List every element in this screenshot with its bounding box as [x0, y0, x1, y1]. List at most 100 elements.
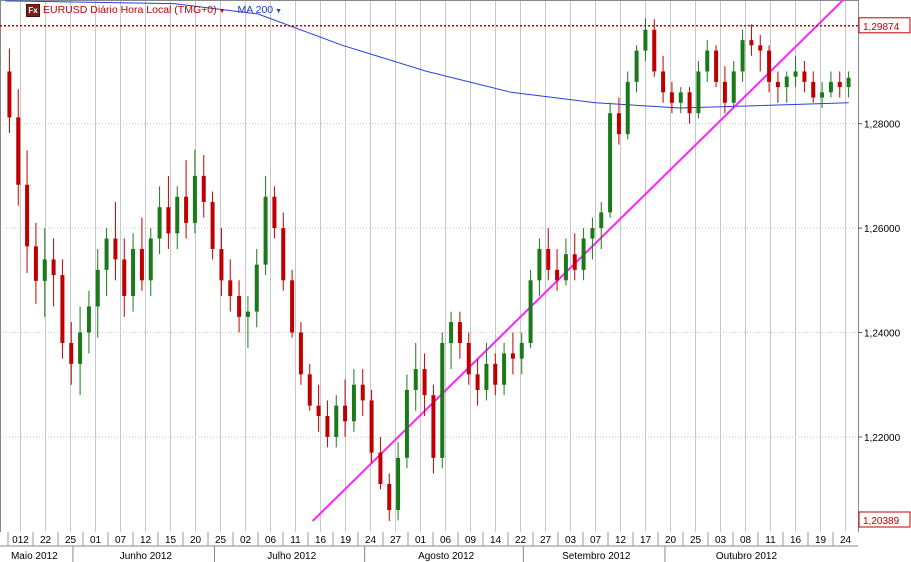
candle-up — [678, 92, 683, 103]
price-label-box — [858, 17, 911, 34]
x-day-label: 01 — [90, 535, 102, 546]
candle-down — [387, 483, 392, 511]
candle-up — [104, 238, 109, 270]
x-day-label: 03 — [715, 535, 727, 546]
candle-up — [599, 212, 604, 229]
candle-up — [784, 76, 789, 88]
candle-up — [157, 207, 162, 239]
x-day-label: 08 — [740, 535, 752, 546]
candle-down — [290, 280, 295, 333]
candle-down — [422, 369, 427, 396]
candle-down — [749, 40, 754, 46]
x-day-label: 25 — [690, 535, 702, 546]
x-day-label: 12 — [615, 535, 627, 546]
candle-up — [148, 238, 153, 281]
x-axis: 012 22 25 01 07 12 15 20 25 02 06 11 16 19 24 27 01 06 09 1… — [0, 532, 911, 562]
candle-up — [793, 71, 798, 77]
x-day-label: 012 — [12, 535, 29, 546]
x-day-label: 19 — [815, 535, 827, 546]
x-day-label: 22 — [515, 535, 527, 546]
candle-down — [546, 248, 551, 270]
candle-up — [625, 81, 630, 135]
candle-up — [537, 248, 542, 281]
y-tick-label: 1,26000 — [864, 224, 901, 235]
candle-up — [404, 389, 409, 458]
candle-down — [466, 342, 471, 375]
y-tick-label: 1,24000 — [864, 329, 901, 340]
x-day-label: 17 — [640, 535, 652, 546]
candle-up — [351, 384, 356, 422]
candle-down — [113, 238, 118, 260]
candle-down — [16, 117, 21, 185]
candle-down — [811, 81, 816, 98]
candle-up — [449, 322, 454, 343]
candle-down — [166, 207, 171, 234]
fx-icon[interactable]: Fx — [26, 3, 40, 17]
candle-down — [343, 405, 348, 422]
candle-down — [802, 71, 807, 82]
candle-up — [484, 363, 489, 390]
candle-up — [192, 175, 197, 223]
candle-down — [184, 196, 189, 223]
candle-up — [78, 332, 83, 364]
x-day-label: 25 — [65, 535, 77, 546]
candlesticks — [7, 18, 851, 522]
price-label: 1,29874 — [863, 22, 900, 33]
candle-down — [493, 363, 498, 385]
candle-down — [714, 50, 719, 82]
dropdown-arrow-icon: ▼ — [218, 8, 226, 15]
indicator-dropdown[interactable]: MA 200 ▼ — [238, 4, 283, 16]
x-month-label: Outubro 2012 — [716, 551, 778, 562]
x-day-label: 19 — [340, 535, 352, 546]
candle-down — [281, 228, 286, 281]
candle-up — [608, 113, 613, 213]
low-label-box — [858, 511, 911, 528]
candle-down — [837, 81, 842, 88]
candle-down — [51, 259, 56, 276]
x-day-label: 27 — [540, 535, 552, 546]
candle-down — [457, 322, 462, 343]
candle-up — [563, 254, 568, 281]
candle-up — [581, 238, 586, 270]
x-day-label: 20 — [665, 535, 677, 546]
x-day-label: 12 — [140, 535, 152, 546]
x-day-label: 24 — [840, 535, 852, 546]
x-day-label: 01 — [415, 535, 427, 546]
x-day-label: 06 — [440, 535, 452, 546]
candle-down — [378, 452, 383, 484]
x-day-label: 22 — [40, 535, 52, 546]
x-month-label: Setembro 2012 — [562, 551, 631, 562]
y-axis: 1,22000 1,24000 1,26000 1,28000 1,29874 1,203… — [858, 17, 911, 528]
x-day-label: 16 — [790, 535, 802, 546]
candle-up — [42, 259, 47, 281]
x-month-label: Agosto 2012 — [418, 551, 475, 562]
candle-down — [661, 71, 666, 93]
candle-down — [139, 248, 144, 281]
candle-up — [519, 342, 524, 359]
candle-up — [590, 228, 595, 239]
candle-down — [307, 374, 312, 406]
low-label: 1,20389 — [863, 516, 900, 527]
candle-down — [7, 71, 12, 118]
candle-up — [396, 457, 401, 511]
x-day-label: 14 — [490, 535, 502, 546]
x-month-label: Maio 2012 — [11, 551, 58, 562]
candle-up — [696, 71, 701, 114]
candle-down — [687, 92, 692, 114]
candle-down — [369, 400, 374, 453]
candle-down — [316, 405, 321, 417]
candle-up — [131, 248, 136, 296]
candle-down — [616, 113, 621, 135]
ma-200-line — [4, 0, 849, 109]
x-day-label: 06 — [265, 535, 277, 546]
candle-up — [245, 311, 250, 317]
x-day-label: 16 — [315, 535, 327, 546]
x-day-label: 07 — [115, 535, 127, 546]
symbol-dropdown[interactable]: EURUSD Diário Hora Local (TMG+0) ▼ — [43, 4, 226, 16]
x-month-label: Julho 2012 — [267, 551, 316, 562]
candle-down — [122, 259, 127, 296]
candle-down — [298, 332, 303, 375]
candle-down — [33, 246, 38, 281]
candle-up — [705, 50, 710, 72]
